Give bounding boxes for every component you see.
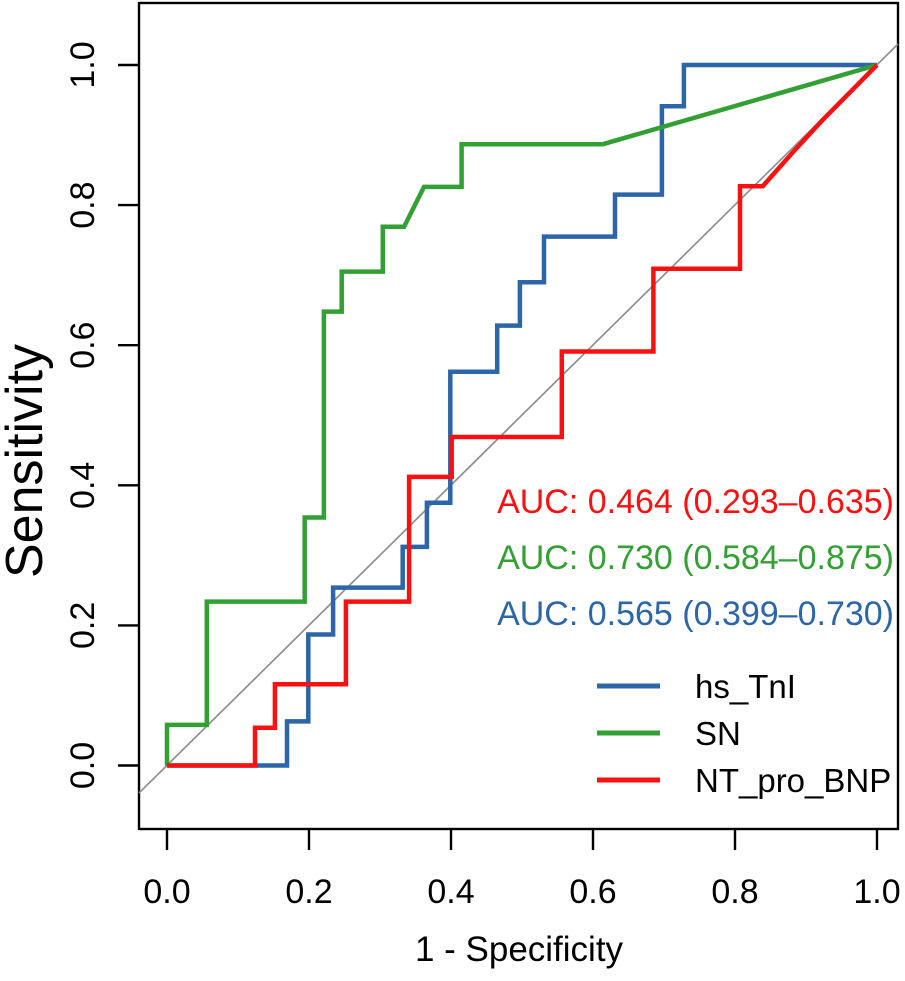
auc-annotations: AUC: 0.464 (0.293–0.635) AUC: 0.730 (0.58… xyxy=(497,483,894,633)
x-tick-label: 0.4 xyxy=(427,873,474,911)
roc-curve-SN xyxy=(164,62,878,766)
legend-label-SN: SN xyxy=(695,715,741,752)
y-axis: 0.0 0.2 0.4 0.6 0.8 1.0 xyxy=(64,41,139,789)
auc-annotation-green: AUC: 0.730 (0.584–0.875) xyxy=(497,539,894,577)
auc-annotation-blue: AUC: 0.565 (0.399–0.730) xyxy=(497,595,894,633)
x-tick-label: 0.8 xyxy=(711,873,758,911)
x-tick-label: 0.0 xyxy=(143,873,190,911)
y-axis-title: Sensitivity xyxy=(0,344,54,578)
x-axis-title: 1 - Specificity xyxy=(415,930,624,969)
plot-frame xyxy=(137,1,900,831)
x-axis: 0.0 0.2 0.4 0.6 0.8 1.0 xyxy=(143,829,901,911)
y-tick-label: 0.0 xyxy=(64,742,102,789)
roc-curve-hs_TnI xyxy=(167,62,877,768)
x-tick-label: 0.2 xyxy=(285,873,332,911)
y-tick-label: 0.6 xyxy=(64,322,102,369)
legend: hs_TnI SN NT_pro_BNP xyxy=(597,668,891,799)
legend-label-hs_TnI: hs_TnI xyxy=(695,668,796,705)
x-tick-label: 1.0 xyxy=(853,873,900,911)
roc-curve-NT_pro_BNP xyxy=(167,63,879,768)
auc-annotation-red: AUC: 0.464 (0.293–0.635) xyxy=(497,483,894,521)
y-tick-label: 0.2 xyxy=(64,602,102,649)
x-tick-label: 0.6 xyxy=(569,873,616,911)
legend-label-NT_pro_BNP: NT_pro_BNP xyxy=(695,762,891,799)
reference-diagonal-line xyxy=(138,43,899,794)
roc-curves xyxy=(164,62,879,768)
y-tick-label: 0.4 xyxy=(64,462,102,509)
y-tick-label: 1.0 xyxy=(64,41,102,88)
y-tick-label: 0.8 xyxy=(64,181,102,228)
